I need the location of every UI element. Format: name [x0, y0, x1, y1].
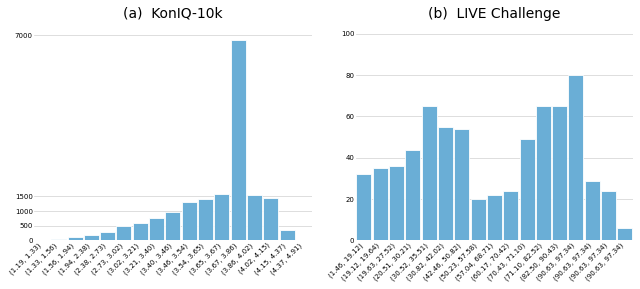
Bar [601, 191, 616, 240]
Bar [198, 199, 213, 240]
Bar [503, 191, 518, 240]
Bar [132, 223, 148, 240]
Bar [454, 129, 469, 240]
Bar [100, 232, 115, 240]
Bar [438, 127, 453, 240]
Bar [116, 226, 131, 240]
Bar [149, 218, 164, 240]
Bar [568, 75, 584, 240]
Bar [165, 212, 180, 240]
Bar [280, 229, 294, 240]
Bar [536, 106, 551, 240]
Bar [230, 40, 246, 240]
Bar [214, 194, 229, 240]
Title: (b)  LIVE Challenge: (b) LIVE Challenge [428, 7, 561, 21]
Bar [182, 202, 196, 240]
Bar [552, 106, 567, 240]
Bar [356, 174, 371, 240]
Bar [247, 195, 262, 240]
Bar [487, 195, 502, 240]
Bar [585, 181, 600, 240]
Bar [84, 235, 99, 240]
Bar [520, 139, 534, 240]
Bar [618, 228, 632, 240]
Bar [389, 166, 404, 240]
Bar [422, 106, 436, 240]
Bar [372, 168, 388, 240]
Bar [263, 198, 278, 240]
Bar [68, 237, 83, 240]
Bar [405, 149, 420, 240]
Bar [51, 239, 66, 240]
Bar [470, 199, 486, 240]
Title: (a)  KonIQ-10k: (a) KonIQ-10k [123, 7, 223, 21]
